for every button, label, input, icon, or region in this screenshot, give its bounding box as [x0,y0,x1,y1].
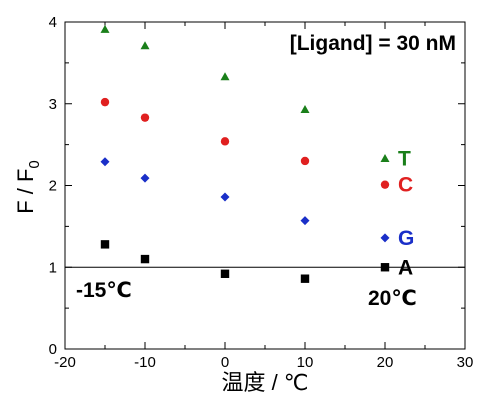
series-labels: TC GA [398,148,414,280]
tick-labels: -20 -10 0 10 20 30 0 1 2 3 4 [49,14,474,371]
x-tick-label: 10 [297,354,314,371]
data-point-C [100,97,110,107]
y-axis-title: F / F0 [13,160,43,214]
x-tick-label: -20 [54,354,76,371]
x-tick-label: 20 [377,354,394,371]
data-point-C [380,180,390,189]
x-axis-title: 温度 / ℃ [221,370,308,393]
y-tick-label: 3 [49,96,57,113]
data-point-G [100,157,110,167]
data-point-A [220,269,230,278]
y-axis-title-main: F / F [13,169,38,214]
data-point-A [140,254,150,264]
data-point-G [140,173,150,183]
series-label-G: G [398,227,414,250]
data-point-T [300,104,310,113]
data-point-C [220,137,230,146]
data-point-T [220,72,230,81]
data-point-C [300,156,310,166]
y-axis-title-subscript: 0 [26,160,43,168]
data-point-T [380,154,390,163]
x-tick-label: 0 [221,354,229,371]
series-label-C: C [398,174,413,197]
y-tick-label: 1 [49,259,57,276]
data-points [100,24,390,283]
series-label-A: A [398,256,413,279]
y-tick-label: 2 [49,178,57,195]
y-tick-label: 0 [49,341,57,358]
data-point-G [220,192,230,202]
x-tick-label: -10 [134,354,156,371]
x-tick-label: 30 [457,354,474,371]
ligand-annotation: [Ligand] = 30 nM [290,32,456,55]
series-label-T: T [398,148,411,171]
data-point-T [100,24,110,33]
axis-ticks [64,21,466,350]
data-point-G [300,216,310,226]
data-point-T [140,41,150,50]
data-point-A [380,263,390,272]
y-tick-label: 4 [49,14,57,31]
data-point-G [380,233,390,243]
right-temperature-annotation: 20℃ [368,287,417,310]
data-point-A [300,274,310,283]
data-point-A [100,240,110,249]
data-point-C [140,113,150,122]
left-temperature-annotation: -15℃ [76,279,132,302]
